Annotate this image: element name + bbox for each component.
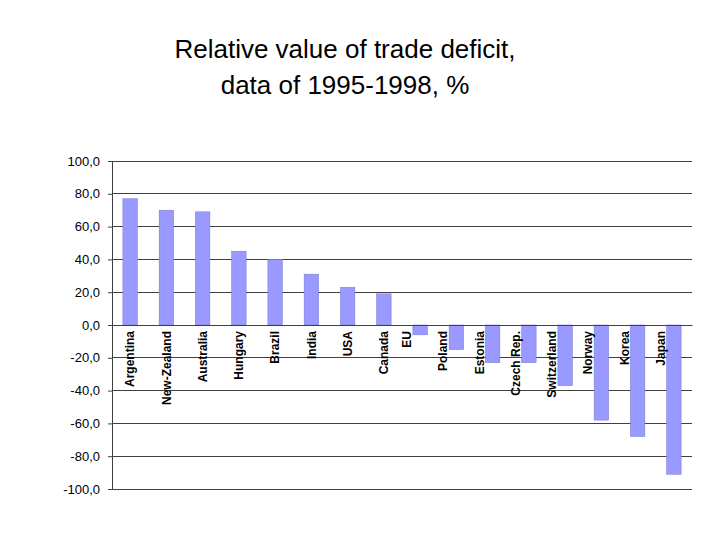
bar — [630, 325, 645, 437]
y-tick: 60,0 — [75, 219, 112, 234]
bar — [268, 259, 283, 325]
grid-line — [112, 489, 692, 490]
x-tick-label: Canada — [377, 331, 391, 375]
x-axis: Argentina New-Zealand Australia Hungary Braz… — [113, 325, 693, 405]
y-tick: 100,0 — [67, 154, 112, 169]
bar — [413, 325, 428, 335]
y-tick-label: -100,0 — [63, 482, 100, 497]
x-tick-label: Norway — [581, 331, 595, 375]
grid-line — [112, 423, 692, 424]
x-tick: Hungary — [232, 325, 246, 380]
y-tick-mark — [108, 161, 112, 162]
x-tick: Norway — [581, 325, 601, 374]
y-tick-label: -40,0 — [70, 383, 100, 398]
y-tick-mark — [108, 423, 112, 424]
bar — [377, 294, 392, 325]
bar — [485, 325, 500, 363]
y-axis: 100,0 80,0 60,0 40,0 20,0 0,0 -20,0 -40,0 -60,0 -… — [63, 154, 112, 497]
x-tick-label: Japan — [654, 331, 668, 366]
bar — [449, 325, 464, 350]
bars — [123, 199, 681, 475]
y-tick-mark — [108, 358, 112, 359]
bar — [594, 325, 609, 420]
x-tick: Switzerland — [545, 325, 565, 398]
chart-title: Relative value of trade deficit, data of … — [174, 34, 515, 100]
x-tick-label: Hungary — [232, 331, 246, 380]
bar — [340, 287, 355, 325]
y-tick: 0,0 — [82, 318, 112, 333]
bar — [232, 251, 247, 325]
y-tick: -20,0 — [70, 350, 112, 365]
x-tick-label: EU — [400, 331, 414, 348]
bar — [304, 274, 319, 325]
x-tick: India — [305, 325, 319, 359]
x-axis-line — [113, 325, 693, 326]
x-tick: Canada — [377, 325, 391, 374]
x-tick: Argentina — [123, 325, 137, 387]
y-tick-mark — [108, 489, 112, 490]
y-tick: -80,0 — [70, 449, 112, 464]
x-tick-label: Australia — [196, 331, 210, 383]
chart: Relative value of trade deficit, data of … — [0, 0, 720, 540]
y-tick-label: 40,0 — [75, 252, 100, 267]
x-tick-label: Brazil — [268, 331, 282, 364]
y-tick-label: -80,0 — [70, 449, 100, 464]
y-tick-mark — [108, 456, 112, 457]
y-tick: -100,0 — [63, 482, 112, 497]
x-tick-label: Estonia — [473, 331, 487, 375]
x-tick-label: India — [305, 331, 319, 359]
y-tick-mark — [108, 227, 112, 228]
y-tick-label: -60,0 — [70, 416, 100, 431]
x-tick: Brazil — [268, 325, 282, 364]
y-tick-mark — [108, 194, 112, 195]
y-tick: -60,0 — [70, 416, 112, 431]
grid — [112, 161, 692, 489]
x-tick: Japan — [654, 325, 674, 366]
title-line: Relative value of trade deficit, — [174, 34, 515, 64]
x-tick: EU — [400, 325, 420, 348]
x-tick: USA — [341, 325, 355, 356]
bar — [123, 199, 138, 325]
x-tick-label: Czech Rep. — [509, 331, 523, 396]
x-tick: Korea — [618, 325, 638, 365]
y-tick: -40,0 — [70, 383, 112, 398]
x-tick: Czech Rep. — [509, 325, 529, 396]
y-tick: 80,0 — [75, 186, 112, 201]
y-tick: 20,0 — [75, 285, 112, 300]
x-tick: Australia — [196, 325, 210, 382]
y-tick-label: 100,0 — [67, 154, 100, 169]
grid-line — [112, 456, 692, 457]
bar — [159, 210, 174, 325]
x-tick-label: Argentina — [123, 331, 137, 387]
grid-line — [112, 161, 692, 162]
y-tick-mark — [108, 259, 112, 260]
title-line: data of 1995-1998, % — [221, 70, 470, 100]
x-tick: New-Zealand — [160, 325, 174, 405]
x-tick: Estonia — [473, 325, 493, 374]
y-tick-mark — [108, 391, 112, 392]
x-tick: Poland — [436, 325, 456, 371]
y-tick: 40,0 — [75, 252, 112, 267]
x-tick-label: New-Zealand — [160, 331, 174, 405]
y-tick-label: 60,0 — [75, 219, 100, 234]
y-tick-mark — [108, 292, 112, 293]
plot: 100,0 80,0 60,0 40,0 20,0 0,0 -20,0 -40,0 -60,0 -… — [63, 154, 692, 497]
y-tick-mark — [108, 325, 112, 326]
y-tick-label: -20,0 — [70, 350, 100, 365]
x-tick-label: USA — [341, 331, 355, 357]
bar — [522, 325, 537, 363]
bar — [558, 325, 573, 386]
y-tick-label: 80,0 — [75, 186, 100, 201]
x-tick-label: Korea — [618, 331, 632, 365]
y-tick-label: 20,0 — [75, 285, 100, 300]
x-tick-label: Switzerland — [545, 331, 559, 398]
bar — [667, 325, 682, 474]
y-tick-label: 0,0 — [82, 318, 100, 333]
bar — [195, 212, 210, 325]
grid-line — [112, 193, 692, 194]
x-tick-label: Poland — [436, 331, 450, 371]
